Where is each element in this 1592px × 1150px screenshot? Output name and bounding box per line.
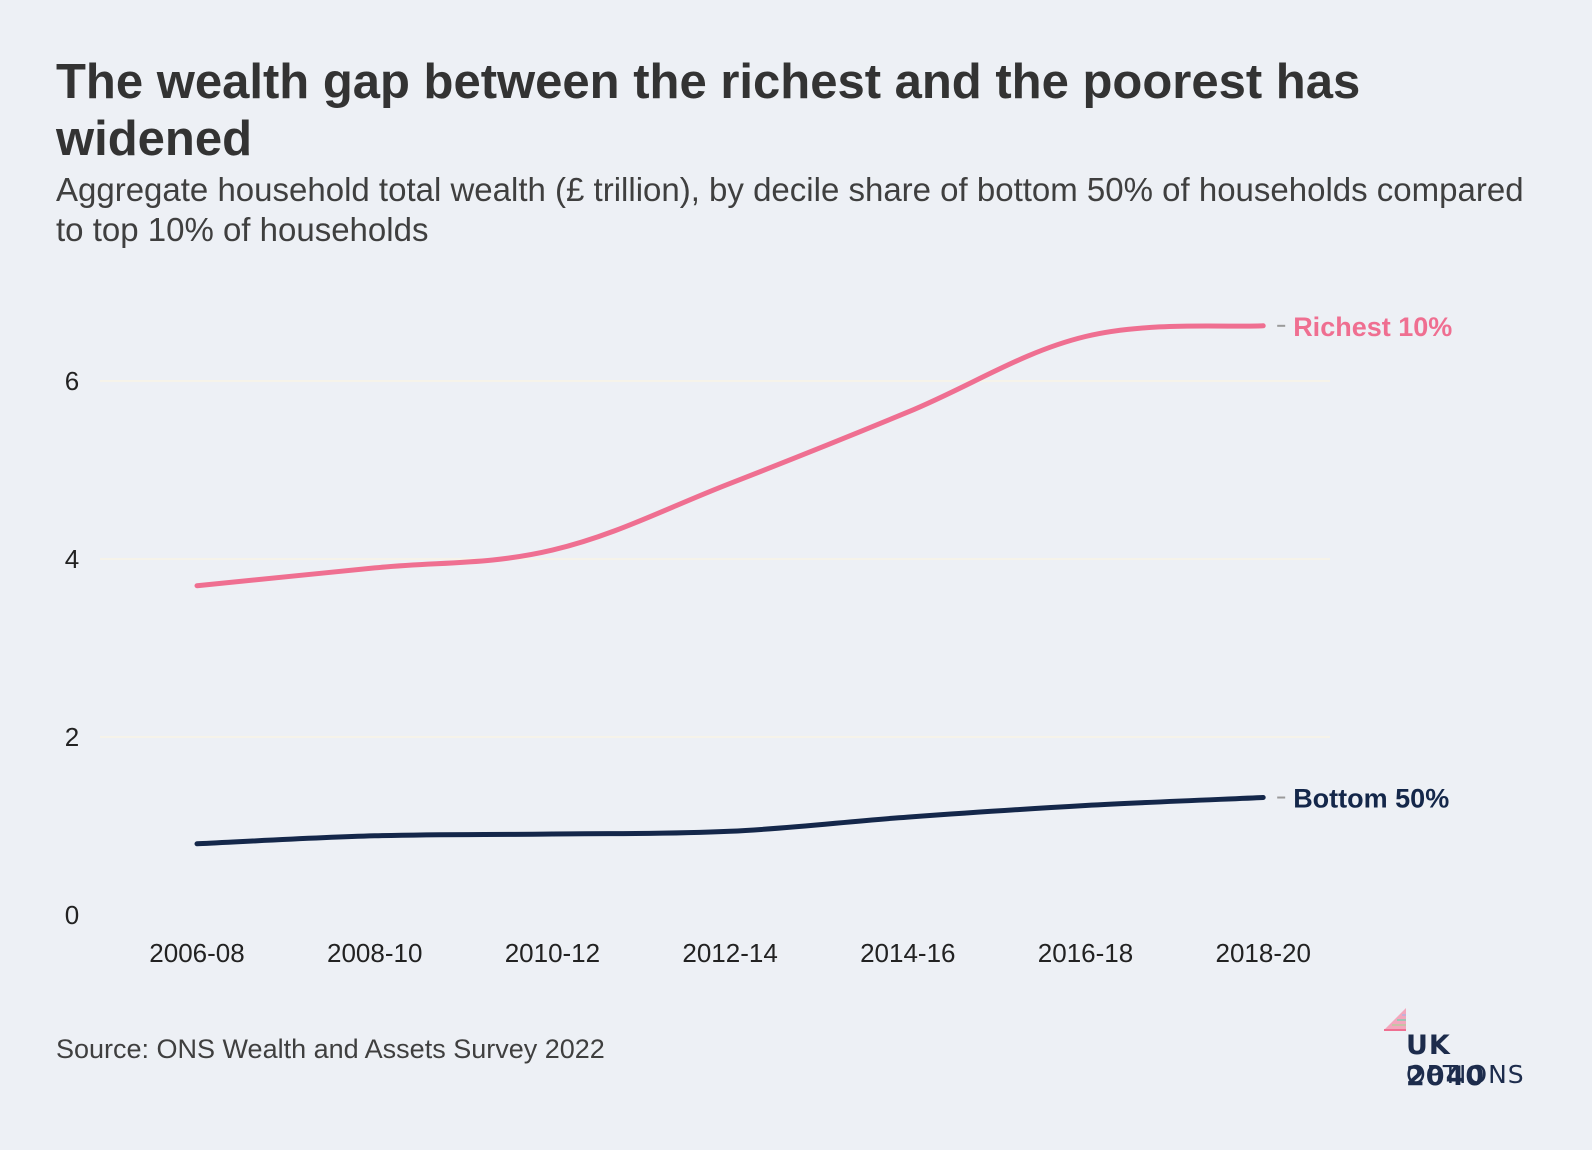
data-point-bottom-50 bbox=[1260, 795, 1266, 801]
data-point-bottom-50 bbox=[727, 828, 733, 834]
logo-text-line1: UK 2040 bbox=[1406, 1030, 1486, 1092]
y-axis-ticks: 0 2 4 6 bbox=[65, 366, 79, 930]
series-label-richest-10: Richest 10% bbox=[1293, 312, 1452, 342]
x-tick-label: 2016-18 bbox=[1038, 938, 1133, 968]
chart-subtitle: Aggregate household total wealth (£ tril… bbox=[56, 171, 1524, 248]
data-point-bottom-50 bbox=[905, 814, 911, 820]
x-axis-ticks: 2006-08 2008-10 2010-12 2012-14 2014-16 2016-… bbox=[149, 938, 1311, 968]
data-point-bottom-50 bbox=[194, 841, 200, 847]
data-point-bottom-50 bbox=[549, 831, 555, 837]
uk-2040-options-logo: UK 2040 OPTIONS bbox=[1384, 1008, 1534, 1092]
x-tick-label: 2014-16 bbox=[860, 938, 955, 968]
chart-title: The wealth gap between the richest and t… bbox=[56, 55, 1361, 166]
series-line-bottom-50 bbox=[194, 795, 1266, 847]
x-tick-label: 2018-20 bbox=[1215, 938, 1310, 968]
data-point-richest-10 bbox=[372, 565, 378, 571]
data-point-bottom-50 bbox=[1083, 803, 1089, 809]
data-point-richest-10 bbox=[1083, 334, 1089, 340]
series-line-richest-10 bbox=[194, 323, 1266, 589]
data-point-richest-10 bbox=[1260, 323, 1266, 329]
x-tick-label: 2012-14 bbox=[682, 938, 777, 968]
logo-mark-icon bbox=[1384, 1008, 1406, 1031]
line-chart: 0 2 4 6 2006-08 2008-10 2010-12 2012-14 2014-16… bbox=[65, 312, 1453, 968]
data-point-richest-10 bbox=[549, 547, 555, 553]
y-tick-label: 2 bbox=[65, 722, 79, 752]
grid-lines bbox=[100, 380, 1330, 738]
x-tick-label: 2008-10 bbox=[327, 938, 422, 968]
data-point-richest-10 bbox=[194, 583, 200, 589]
y-tick-label: 4 bbox=[65, 544, 79, 574]
data-point-richest-10 bbox=[905, 409, 911, 415]
x-tick-label: 2006-08 bbox=[149, 938, 244, 968]
y-tick-label: 6 bbox=[65, 366, 79, 396]
series-lines bbox=[194, 323, 1266, 847]
series-labels: Richest 10% Bottom 50% bbox=[1277, 312, 1452, 814]
data-point-bottom-50 bbox=[372, 833, 378, 839]
logo-text-line2: OPTIONS bbox=[1406, 1060, 1525, 1089]
y-tick-label: 0 bbox=[65, 900, 79, 930]
source-note: Source: ONS Wealth and Assets Survey 202… bbox=[56, 1034, 605, 1064]
data-point-richest-10 bbox=[727, 480, 733, 486]
series-label-bottom-50: Bottom 50% bbox=[1293, 784, 1449, 814]
x-tick-label: 2010-12 bbox=[505, 938, 600, 968]
